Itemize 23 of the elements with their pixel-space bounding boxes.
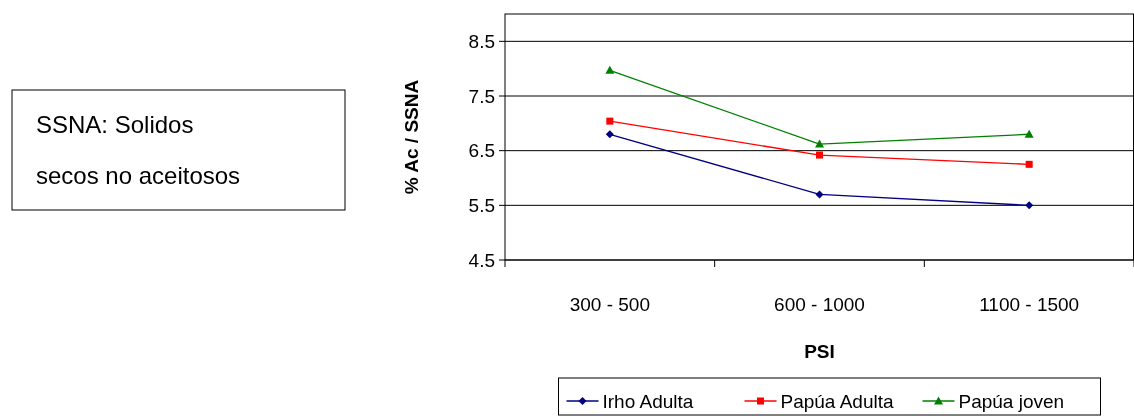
legend-label: Papúa joven xyxy=(958,390,1065,412)
x-tick-label: 1100 - 1500 xyxy=(979,294,1080,315)
y-axis-title: % Ac / SSNA xyxy=(401,79,422,195)
y-tick-label: 8.5 xyxy=(468,30,495,52)
legend-label: Papúa Adulta xyxy=(780,390,894,412)
x-tick-label: 300 - 500 xyxy=(569,294,650,315)
y-tick-label: 5.5 xyxy=(468,194,495,216)
legend-label: Irho Adulta xyxy=(602,390,694,412)
text: SSNA: Solidos secos no aceitosos xyxy=(36,111,241,189)
point xyxy=(1025,201,1034,210)
x-axis-title: PSI xyxy=(804,341,835,362)
point xyxy=(815,190,824,199)
point xyxy=(1024,129,1034,138)
x-tick-label: 600 - 1000 xyxy=(774,294,865,315)
point xyxy=(1025,160,1033,168)
point xyxy=(816,151,823,159)
y-tick-label: 7.5 xyxy=(468,85,495,107)
y-tick-label: 4.5 xyxy=(468,249,495,271)
point xyxy=(815,139,824,148)
point xyxy=(605,130,614,139)
point xyxy=(606,117,614,125)
point xyxy=(605,65,615,74)
y-tick-label: 6.5 xyxy=(468,140,495,162)
